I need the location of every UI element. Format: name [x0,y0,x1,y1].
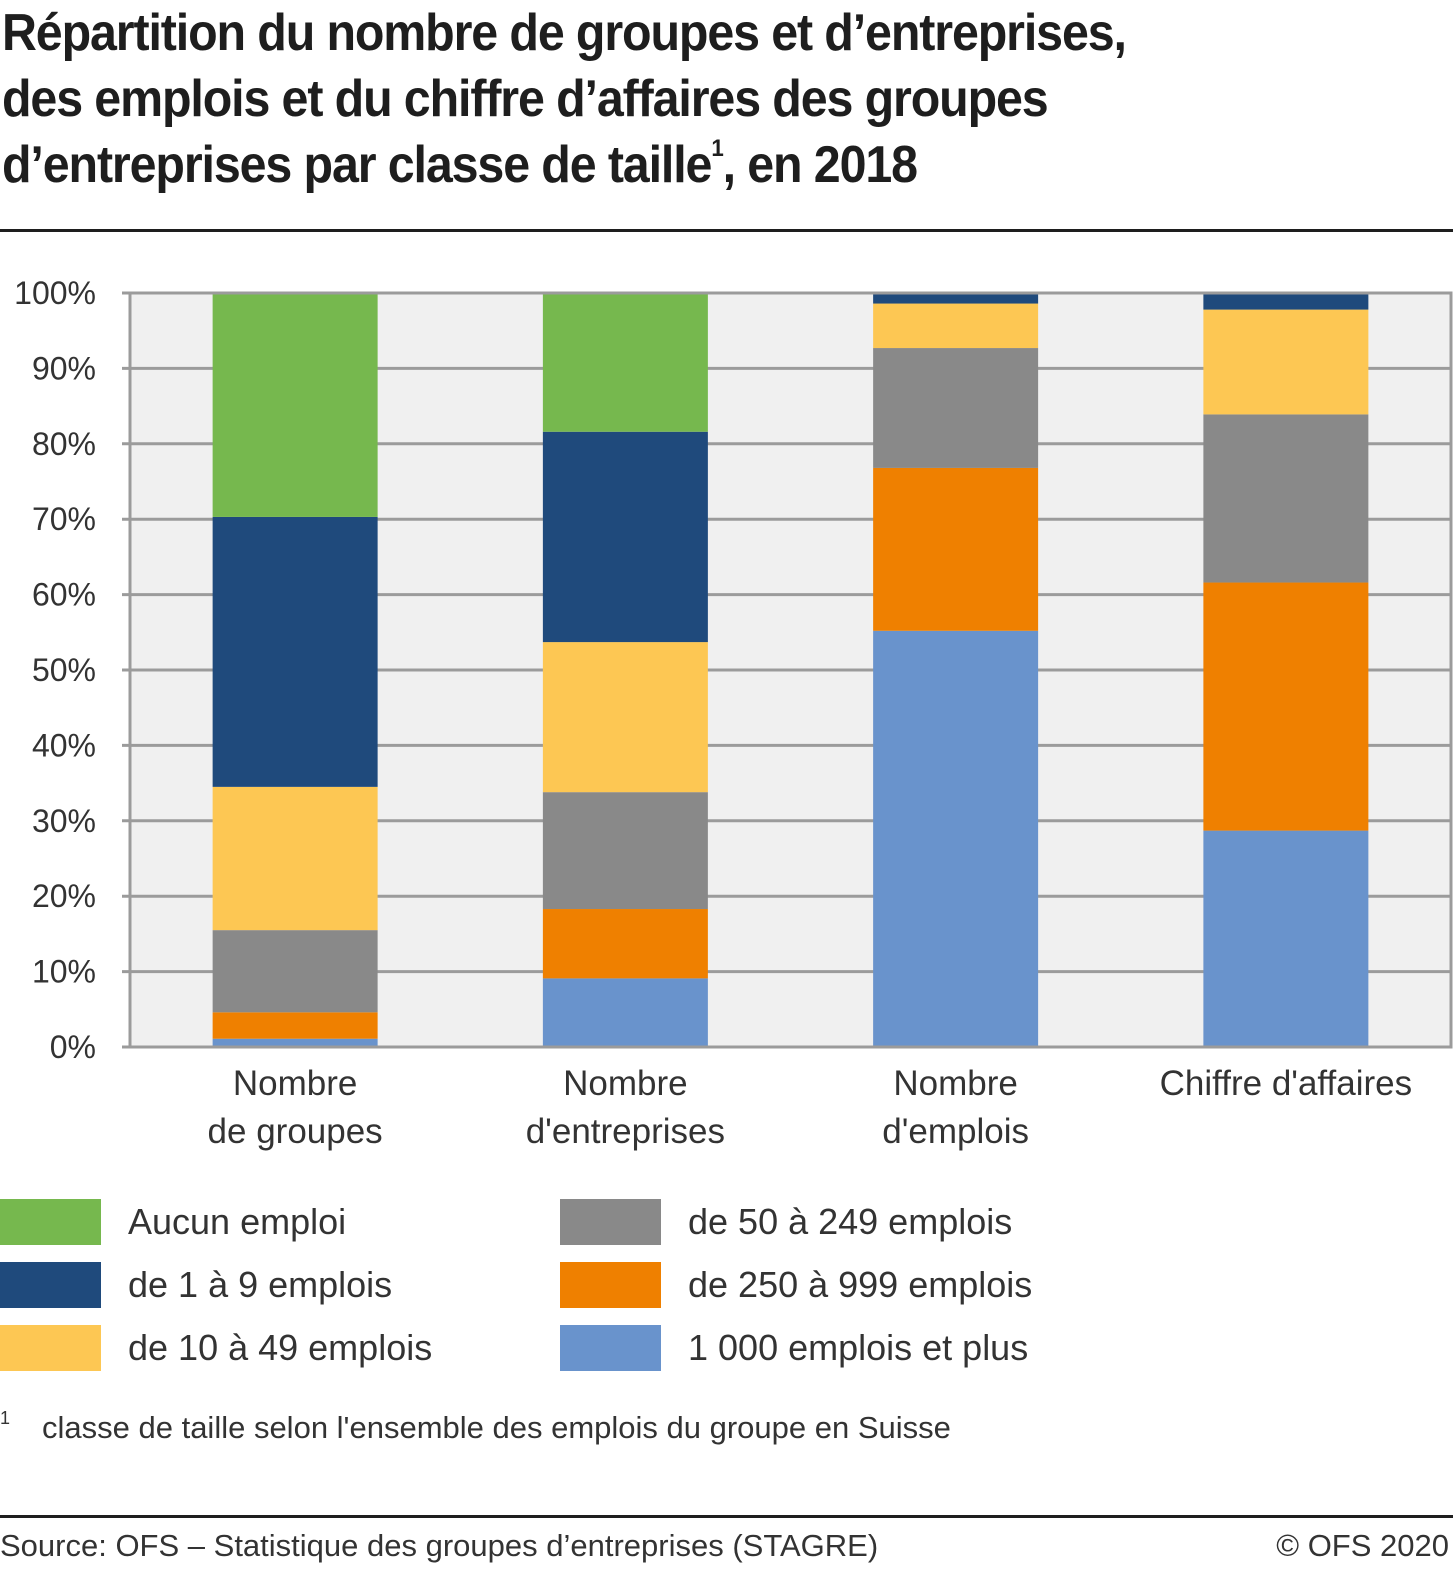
legend-item-250-999-emplois: de 250 à 999 emplois [560,1261,1032,1309]
legend-label: de 10 à 49 emplois [128,1327,433,1368]
y-tick-label: 90% [32,350,96,386]
x-category-label: Nombre [893,1064,1017,1103]
y-tick-label: 70% [32,501,96,537]
bar-segment-1000-emplois-et-plus [212,1038,378,1047]
bar-segment-de-1-9-emplois [542,431,708,643]
title-line-3-end: , en 2018 [722,136,918,194]
legend-swatch [560,1325,661,1371]
legend-label: 1 000 emplois et plus [688,1327,1029,1368]
chart-title: Répartition du nombre de groupes et d’en… [2,0,1341,198]
y-tick-label: 100% [14,275,96,311]
bar-segment-de-250-999-emplois [542,909,708,979]
legend-label: de 1 à 9 emplois [128,1264,393,1305]
bar-segment-de-10-49-emplois [1203,309,1369,415]
y-tick-label: 0% [50,1029,96,1065]
bar-segment-1000-emplois-et-plus [1203,830,1369,1047]
bar-segment-aucun-emploi [542,293,708,432]
bar-segment-1000-emplois-et-plus [873,630,1039,1047]
bar-segment-de-10-49-emplois [212,786,378,931]
axes [122,291,1453,1049]
footnote-text: classe de taille selon l'ensemble des em… [42,1410,951,1445]
legend-label: de 250 à 999 emplois [688,1264,1033,1305]
legend-item-aucun-emploi: Aucun emploi [0,1198,346,1246]
bar-segment-aucun-emploi [212,293,378,517]
bar-segment-de-50-249-emplois [212,930,378,1013]
legend-swatch [0,1199,101,1245]
title-footnote-mark: 1 [711,135,723,162]
bar-segment-de-50-249-emplois [873,348,1039,468]
legend-swatch [560,1262,661,1308]
stacked-bar-chart: 0% 10% 20% 30% 40% 50% 60% 70% 80% 90% 100% Nombre d… [14,275,1453,1151]
title-line-3-main: d’entreprises par classe de taille [2,136,712,194]
x-category-label: Chiffre d'affaires [1160,1064,1412,1103]
legend-swatch [0,1325,101,1371]
bar-segment-de-250-999-emplois [1203,582,1369,831]
title-line-2: des emplois et du chiffre d’affaires des… [2,70,1049,128]
y-tick-label: 80% [32,426,96,462]
legend-label: Aucun emploi [128,1201,347,1242]
x-category-label: de groupes [208,1112,383,1151]
y-tick-label: 20% [32,878,96,914]
bar-segment-de-1-9-emplois [873,293,1039,304]
bar-segment-de-250-999-emplois [873,467,1039,631]
legend-item-10-49-emplois: de 10 à 49 emplois [0,1324,432,1372]
bar-segment-de-1-9-emplois [1203,293,1369,310]
y-tick-label: 30% [32,803,96,839]
bar-segment-de-10-49-emplois [542,642,708,793]
x-category-label: Nombre [233,1064,357,1103]
x-category-label: Nombre [563,1064,687,1103]
title-line-3: d’entreprises par classe de taille1, en … [2,132,1341,198]
bar-segment-de-10-49-emplois [873,303,1039,349]
y-tick-label: 10% [32,954,96,990]
legend: Aucun emploi de 1 à 9 emplois de 10 à 49… [0,1190,1200,1390]
bars [212,293,1369,1047]
footnote: 1 classe de taille selon l'ensemble des e… [0,1408,951,1446]
bar-segment-1000-emplois-et-plus [542,978,708,1047]
y-tick-label: 40% [32,727,96,763]
bar-segment-de-250-999-emplois [212,1012,378,1039]
legend-swatch [560,1199,661,1245]
x-category-label: d'emplois [882,1112,1029,1151]
title-line-1: Répartition du nombre de groupes et d’en… [2,4,1127,62]
bar-segment-de-1-9-emplois [212,516,378,787]
y-tick-label: 60% [32,577,96,613]
bar-segment-de-50-249-emplois [1203,414,1369,583]
footnote-mark: 1 [0,1408,11,1428]
title-divider [0,229,1453,232]
source-divider [0,1515,1453,1518]
copyright-text: © OFS 2020 [1276,1528,1449,1563]
axis-labels: 0% 10% 20% 30% 40% 50% 60% 70% 80% 90% 100% Nombre d… [14,275,1412,1151]
y-tick-label: 50% [32,652,96,688]
legend-swatch [0,1262,101,1308]
legend-label: de 50 à 249 emplois [688,1201,1013,1242]
source-text: Source: OFS – Statistique des groupes d’… [0,1528,879,1563]
legend-item-1000-plus-emplois: 1 000 emplois et plus [560,1324,1028,1372]
x-category-label: d'entreprises [526,1112,725,1151]
bar-segment-de-50-249-emplois [542,792,708,910]
legend-item-1-9-emplois: de 1 à 9 emplois [0,1261,392,1309]
legend-item-50-249-emplois: de 50 à 249 emplois [560,1198,1012,1246]
